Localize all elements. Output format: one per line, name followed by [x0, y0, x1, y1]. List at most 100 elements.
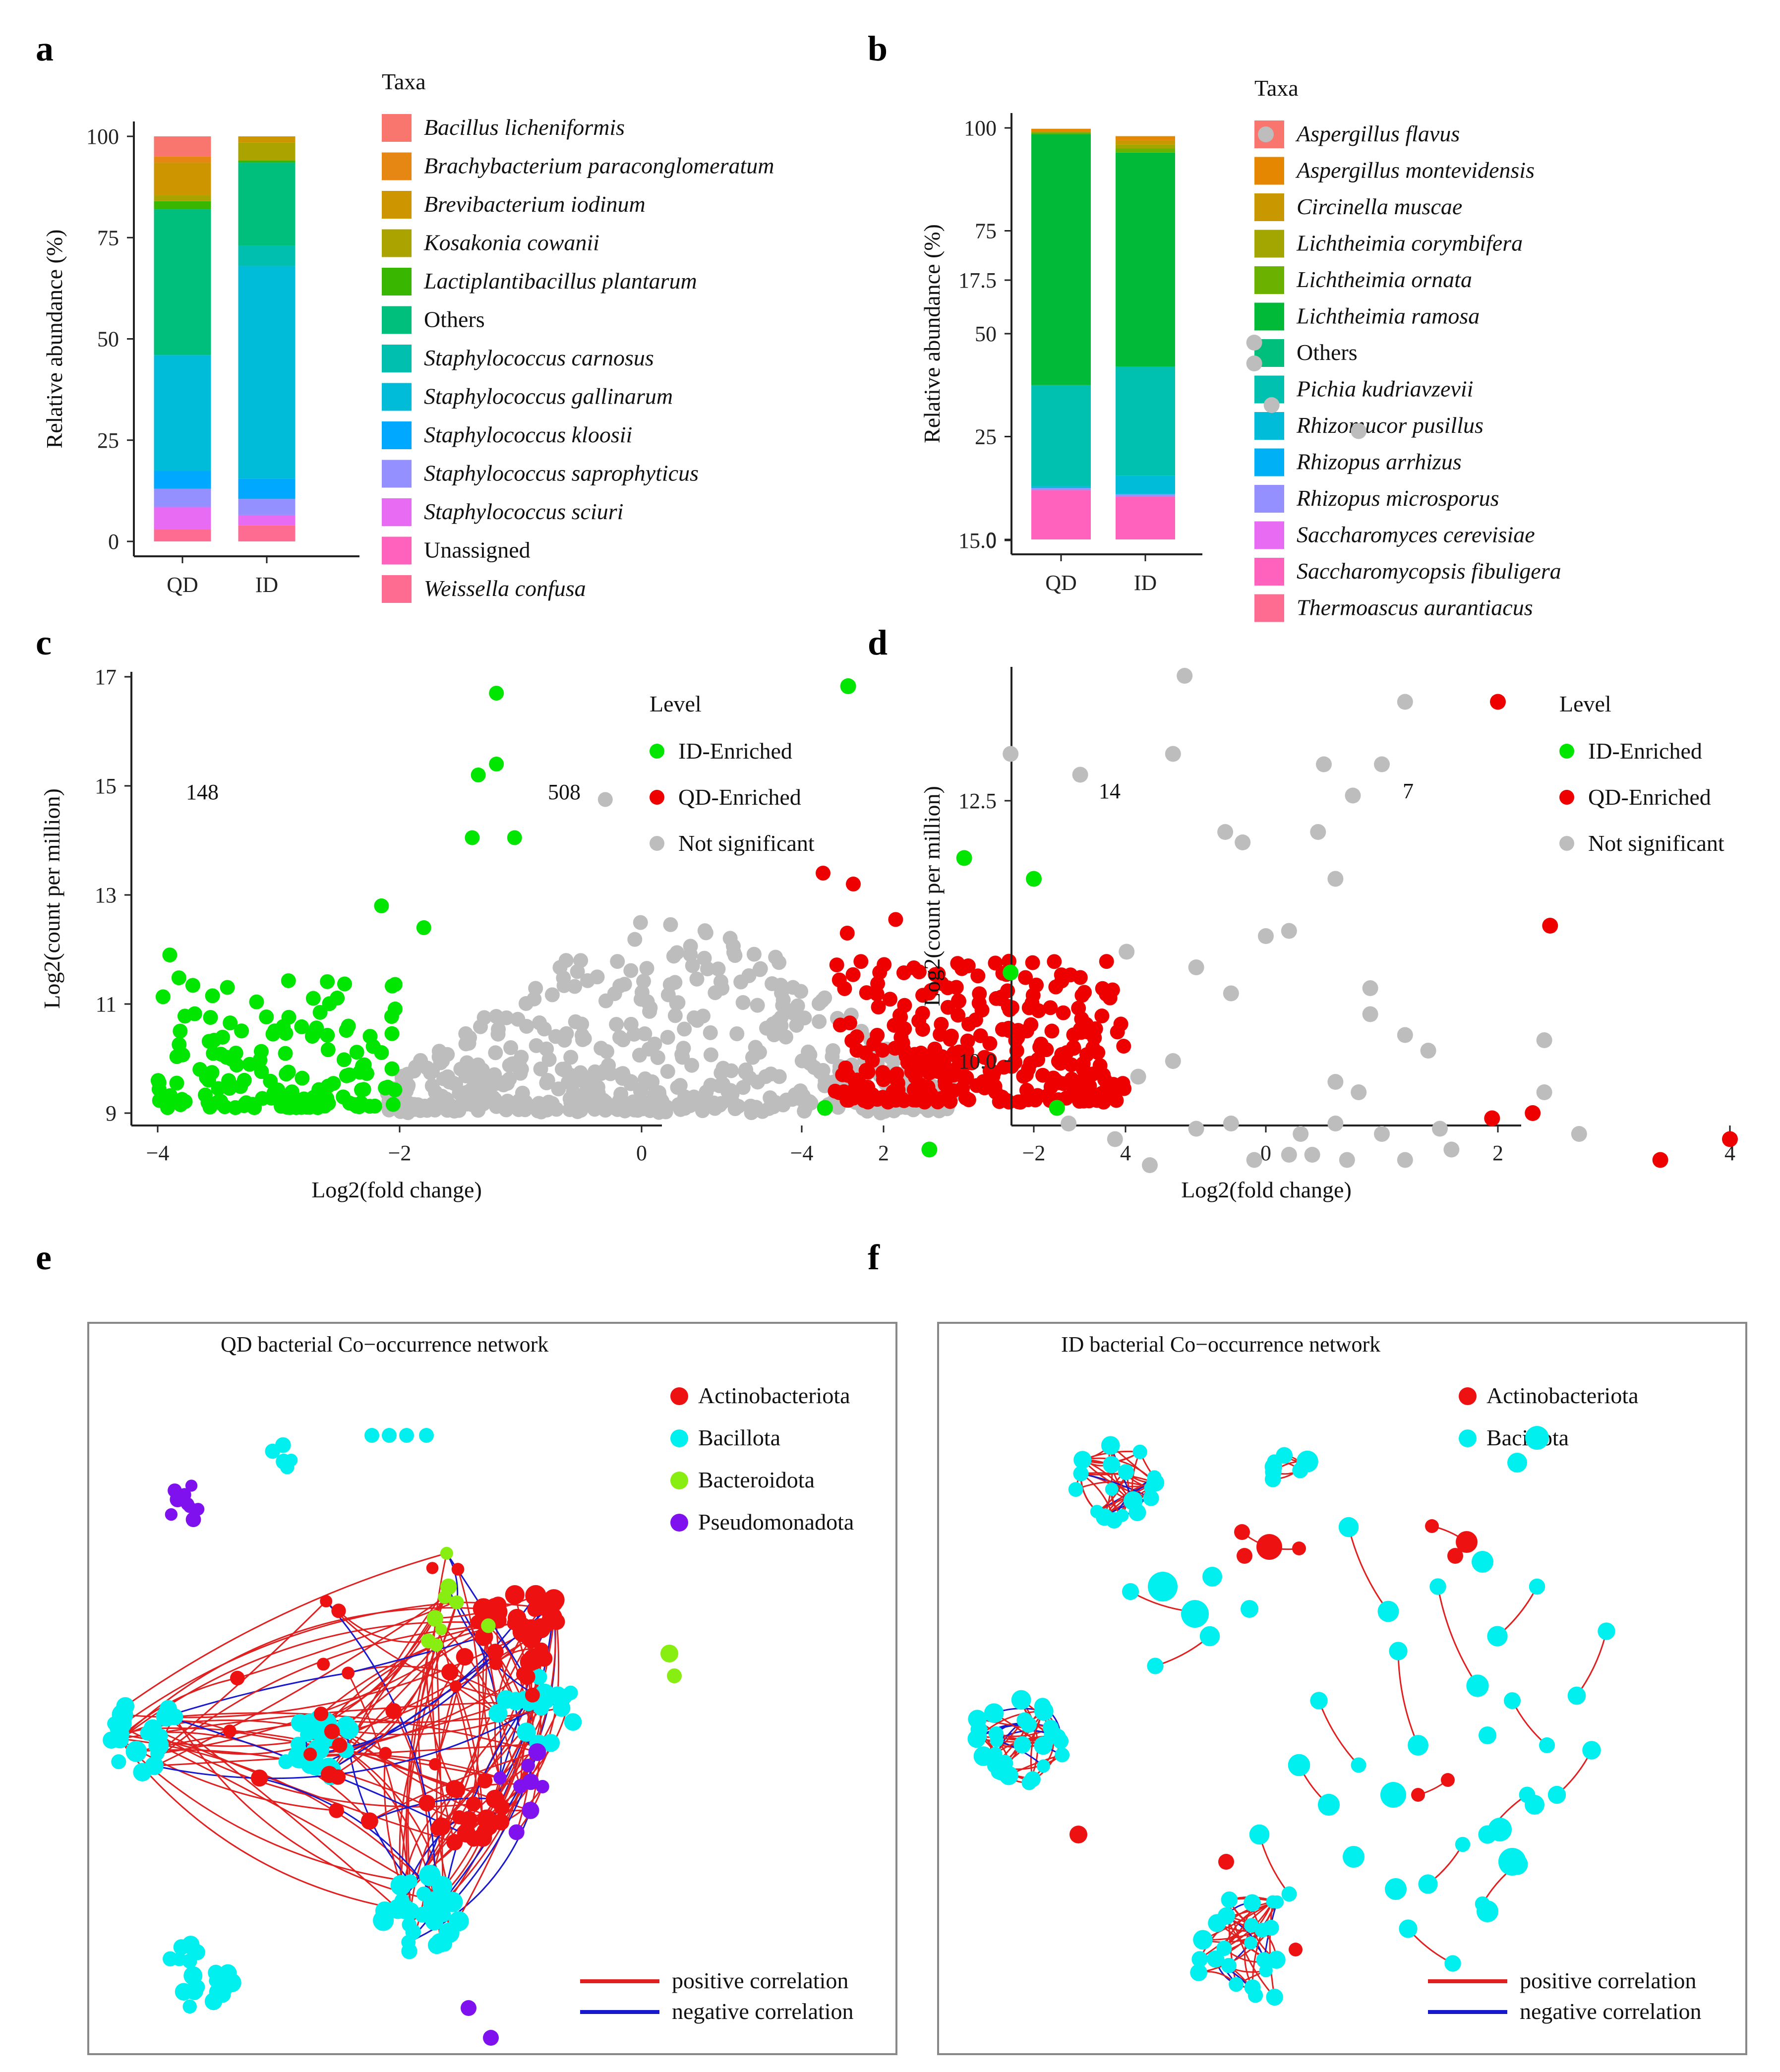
data-point: [623, 963, 639, 978]
data-point: [1374, 756, 1390, 772]
network-node: [466, 1831, 482, 1847]
data-point: [471, 768, 486, 782]
network-node: [449, 1911, 469, 1932]
data-point: [921, 1141, 938, 1158]
legend-swatch: [1254, 448, 1284, 476]
data-point: [627, 932, 643, 947]
network-node: [1105, 1482, 1119, 1496]
data-point: [362, 1029, 378, 1044]
network-node: [481, 1618, 496, 1633]
data-point: [387, 977, 403, 992]
data-point: [215, 1029, 230, 1045]
legend-swatch: [1254, 521, 1284, 549]
network-node: [1429, 1578, 1446, 1595]
network-node: [525, 1687, 540, 1703]
data-point: [1029, 977, 1044, 993]
network-node: [1498, 1848, 1526, 1876]
legend-label: Saccharomyces cerevisiae: [1297, 522, 1535, 547]
data-point: [906, 1082, 922, 1098]
network-node: [452, 1810, 467, 1825]
legend-label: Weissella confusa: [424, 576, 586, 601]
network-node: [1380, 1782, 1406, 1808]
legend-label: Rhizopus arrhizus: [1296, 449, 1462, 474]
legend-marker: [670, 1472, 688, 1489]
y-tick-label: 13: [95, 883, 117, 907]
network-node: [525, 1585, 546, 1606]
data-point: [1571, 1126, 1587, 1142]
x-tick-label: −4: [790, 1141, 814, 1165]
network-node: [223, 1724, 237, 1738]
panel-a-stacked-bar: 0 25 50 75 100 Relative abundance (%) QD ID Taxa…: [42, 69, 774, 603]
y-tick-label: 11: [96, 992, 117, 1016]
bar-segment: [1116, 366, 1175, 476]
network-node: [1101, 1436, 1120, 1455]
network-edge: [1318, 1700, 1360, 1766]
data-point: [745, 1050, 760, 1065]
legend-title: Taxa: [382, 69, 426, 94]
data-point: [1443, 1141, 1460, 1158]
legend-label: Staphylococcus sciuri: [424, 499, 623, 524]
bar-segment: [1031, 134, 1091, 385]
data-point: [759, 1020, 774, 1036]
data-point: [1054, 1047, 1069, 1062]
legend-marker: [670, 1514, 688, 1532]
panel-label-e: e: [36, 1238, 52, 1277]
y-tick-label: 100: [86, 124, 119, 149]
network-node: [660, 1645, 678, 1662]
legend-label: Bacillota: [698, 1425, 780, 1450]
network-node: [1310, 1692, 1328, 1710]
data-point: [185, 978, 200, 993]
legend-swatch: [382, 152, 412, 180]
data-point: [663, 917, 678, 932]
network-node: [520, 1653, 539, 1672]
data-point: [906, 960, 922, 975]
y-tick-label: 100: [964, 116, 997, 140]
data-point: [1025, 955, 1040, 970]
data-point: [695, 1008, 711, 1024]
network-node: [303, 1747, 317, 1761]
data-point: [1165, 746, 1181, 762]
data-point: [752, 962, 768, 977]
legend-swatch: [1254, 302, 1284, 331]
bar-segment: [238, 266, 296, 479]
network-node: [364, 1428, 379, 1443]
data-point: [1072, 767, 1088, 783]
network-node: [390, 1875, 412, 1896]
network-node: [1503, 1692, 1521, 1710]
data-point: [670, 1080, 685, 1095]
network-node: [1244, 1936, 1257, 1950]
network-node: [112, 1731, 126, 1746]
legend-swatch: [382, 383, 412, 411]
data-point: [889, 1066, 904, 1082]
bar-segment: [1116, 148, 1175, 153]
data-point: [1087, 1030, 1102, 1046]
panel-label-a: a: [36, 29, 54, 68]
data-point: [987, 1079, 1003, 1094]
x-tick-label: ID: [255, 573, 278, 597]
data-point: [539, 1075, 554, 1090]
data-point: [1165, 1053, 1181, 1069]
data-point: [961, 1016, 977, 1032]
bar-segment: [154, 507, 211, 530]
data-point: [557, 1062, 573, 1077]
network-node: [107, 1717, 121, 1731]
x-axis-title: Log2(fold change): [1181, 1177, 1352, 1202]
data-point: [675, 1100, 691, 1116]
network-edge: [457, 1569, 480, 1820]
data-point: [1293, 1126, 1309, 1142]
data-point: [1246, 355, 1262, 371]
bar-segment: [154, 471, 211, 489]
network-node: [329, 1803, 344, 1818]
network-node: [450, 1680, 462, 1693]
legend-swatch: [1254, 266, 1284, 294]
data-point: [259, 1009, 274, 1025]
network-node: [1218, 1854, 1234, 1870]
data-point: [633, 992, 649, 1007]
data-point: [459, 1085, 474, 1100]
network-node: [415, 1906, 431, 1923]
network-node: [508, 1824, 525, 1840]
network-edge: [1251, 1901, 1278, 1988]
network-edge: [456, 1602, 502, 1778]
data-point: [1263, 397, 1280, 413]
data-point: [1374, 1126, 1390, 1142]
